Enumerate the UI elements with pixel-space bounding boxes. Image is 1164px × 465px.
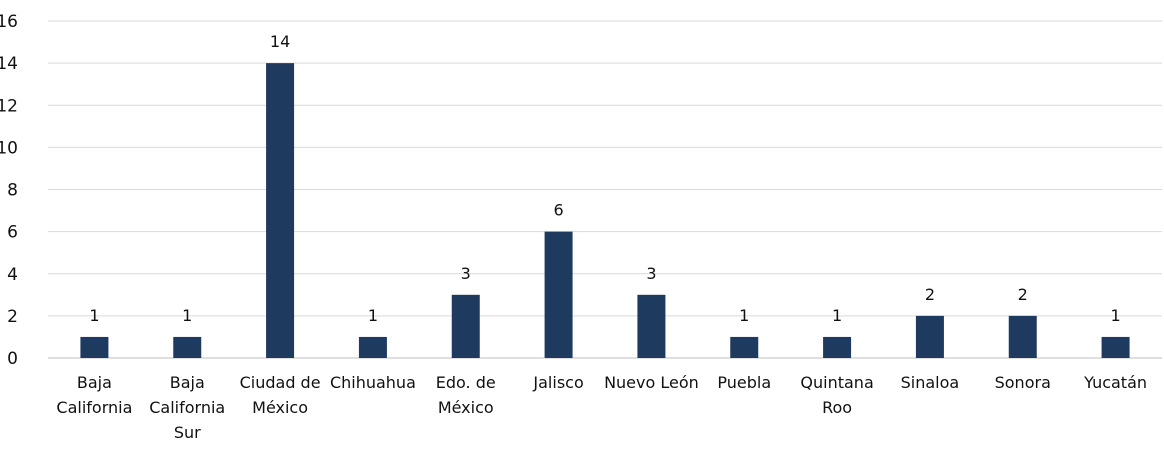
x-tick-label: Yucatán <box>1083 373 1147 392</box>
y-tick-label: 16 <box>0 12 18 32</box>
y-axis: 0 2 4 6 8 10 12 14 16 <box>0 12 18 369</box>
data-label: 1 <box>368 306 378 325</box>
x-tick-label-line: California <box>56 398 132 417</box>
x-tick-label: Quintana Roo <box>800 373 873 417</box>
data-label: 1 <box>89 306 99 325</box>
y-tick-label: 12 <box>0 96 18 116</box>
y-tick-label: 8 <box>7 181 18 201</box>
x-tick-label-line: Edo. de <box>436 373 496 392</box>
bar <box>915 315 944 358</box>
data-label: 1 <box>182 306 192 325</box>
data-label: 3 <box>461 264 471 283</box>
x-tick-label-line: Jalisco <box>532 373 583 392</box>
x-tick-label-line: Baja <box>77 373 112 392</box>
x-tick-label: Nuevo León <box>604 373 699 392</box>
data-labels: 1 1 14 1 3 6 3 1 1 2 2 1 <box>89 32 1120 325</box>
x-tick-label: Baja California <box>56 373 132 417</box>
x-tick-label-line: Quintana <box>800 373 873 392</box>
x-tick-label-line: Sinaloa <box>901 373 960 392</box>
bar <box>173 336 202 358</box>
x-tick-label-line: México <box>438 398 494 417</box>
x-tick-label: Jalisco <box>532 373 583 392</box>
bars <box>80 63 1130 358</box>
bar <box>266 63 295 358</box>
data-label: 1 <box>832 306 842 325</box>
data-label: 3 <box>646 264 656 283</box>
data-label: 2 <box>925 285 935 304</box>
y-tick-label: 2 <box>7 307 18 327</box>
data-label: 6 <box>553 201 563 220</box>
x-tick-label-line: Baja <box>170 373 205 392</box>
bar <box>451 294 480 358</box>
y-tick-label: 4 <box>7 265 18 285</box>
x-tick-label: Edo. de México <box>436 373 496 417</box>
bar <box>1101 336 1130 358</box>
x-tick-label-line: Puebla <box>717 373 771 392</box>
x-tick-label-line: Roo <box>822 398 852 417</box>
data-label: 2 <box>1018 285 1028 304</box>
x-tick-label-line: Ciudad de <box>240 373 321 392</box>
x-tick-label-line: California <box>149 398 225 417</box>
x-tick-label: Puebla <box>717 373 771 392</box>
x-tick-label-line: Chihuahua <box>330 373 416 392</box>
data-label: 1 <box>739 306 749 325</box>
x-tick-label-line: Nuevo León <box>604 373 699 392</box>
x-tick-label: Sonora <box>995 373 1051 392</box>
bar <box>637 294 666 358</box>
bar <box>80 336 109 358</box>
x-tick-label-line: Sur <box>174 423 201 442</box>
x-tick-label: Ciudad de México <box>240 373 321 417</box>
x-tick-label: Baja California Sur <box>149 373 225 442</box>
bar <box>823 336 852 358</box>
bar <box>730 336 759 358</box>
x-tick-label-line: Sonora <box>995 373 1051 392</box>
y-tick-label: 0 <box>7 349 18 369</box>
y-tick-label: 10 <box>0 138 18 158</box>
gridlines <box>48 20 1162 359</box>
bar <box>358 336 387 358</box>
data-label: 1 <box>1110 306 1120 325</box>
y-tick-label: 14 <box>0 54 18 74</box>
x-tick-label-line: México <box>252 398 308 417</box>
x-tick-label: Sinaloa <box>901 373 960 392</box>
x-axis: Baja California Baja California Sur Ciudad de… <box>56 373 1147 442</box>
bar <box>544 231 573 358</box>
data-label: 14 <box>270 32 290 51</box>
x-tick-label-line: Yucatán <box>1083 373 1147 392</box>
x-tick-label: Chihuahua <box>330 373 416 392</box>
y-tick-label: 6 <box>7 223 18 243</box>
bar <box>1008 315 1037 358</box>
